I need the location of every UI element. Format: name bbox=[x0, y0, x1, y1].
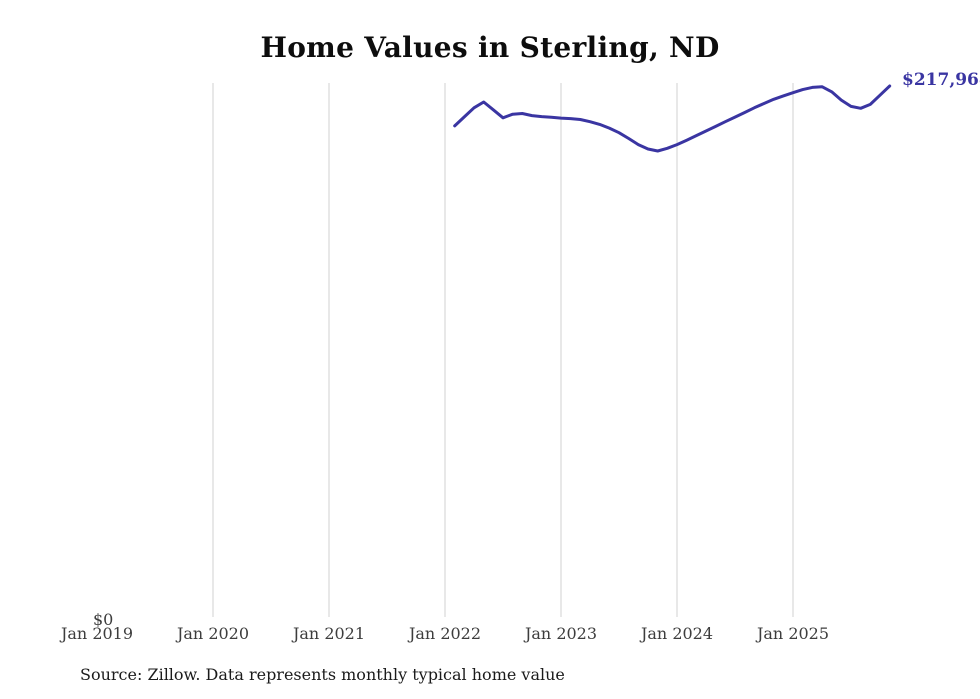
home-value-line bbox=[453, 84, 892, 153]
x-axis-tick-label: Jan 2021 bbox=[292, 624, 366, 643]
latest-value-label: $217,968 bbox=[902, 70, 980, 90]
x-axis-tick-label: Jan 2019 bbox=[60, 624, 134, 643]
chart-title: Home Values in Sterling, ND bbox=[260, 31, 720, 64]
x-axis-tick-label: Jan 2025 bbox=[756, 624, 830, 643]
source-note: Source: Zillow. Data represents monthly … bbox=[80, 665, 565, 684]
y-axis-zero-label: $0 bbox=[93, 610, 114, 629]
x-axis-tick-label: Jan 2020 bbox=[176, 624, 250, 643]
x-axis-tick-label: Jan 2022 bbox=[408, 624, 482, 643]
x-axis-tick-label: Jan 2024 bbox=[640, 624, 714, 643]
x-axis-tick-label: Jan 2023 bbox=[524, 624, 598, 643]
